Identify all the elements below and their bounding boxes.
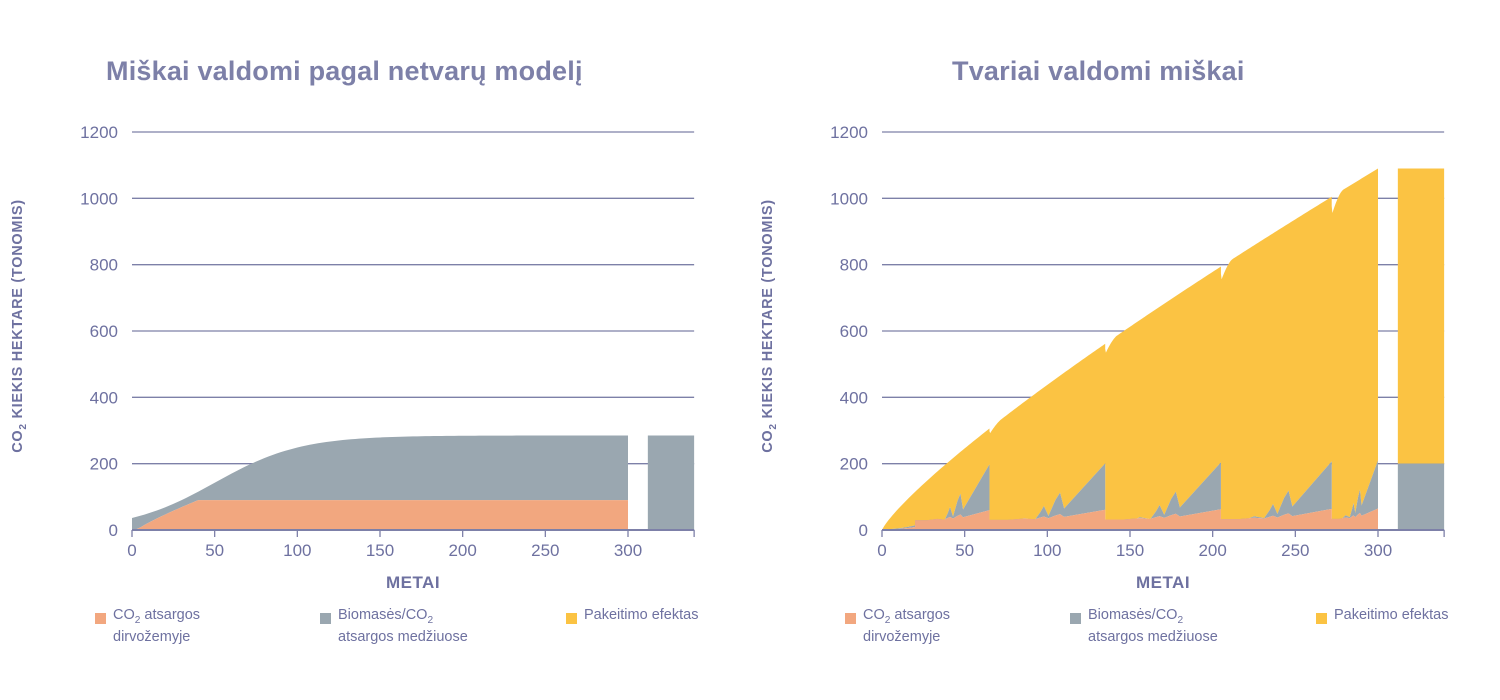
svg-text:150: 150 [366, 541, 394, 560]
svg-text:0: 0 [127, 541, 136, 560]
svg-text:0: 0 [859, 521, 868, 540]
svg-text:1200: 1200 [830, 123, 868, 142]
svg-text:50: 50 [955, 541, 974, 560]
svg-text:400: 400 [90, 388, 118, 407]
svg-text:300: 300 [1364, 541, 1392, 560]
svg-text:1200: 1200 [80, 123, 118, 142]
svg-text:600: 600 [90, 322, 118, 341]
svg-text:100: 100 [283, 541, 311, 560]
svg-text:250: 250 [531, 541, 559, 560]
svg-text:100: 100 [1033, 541, 1061, 560]
svg-text:200: 200 [448, 541, 476, 560]
svg-text:150: 150 [1116, 541, 1144, 560]
svg-text:400: 400 [840, 388, 868, 407]
svg-text:200: 200 [1198, 541, 1226, 560]
svg-text:800: 800 [840, 256, 868, 275]
svg-text:800: 800 [90, 256, 118, 275]
svg-text:250: 250 [1281, 541, 1309, 560]
svg-text:200: 200 [840, 455, 868, 474]
svg-text:50: 50 [205, 541, 224, 560]
svg-text:0: 0 [109, 521, 118, 540]
svg-text:200: 200 [90, 455, 118, 474]
svg-text:0: 0 [877, 541, 886, 560]
svg-text:1000: 1000 [830, 189, 868, 208]
svg-text:1000: 1000 [80, 189, 118, 208]
svg-text:600: 600 [840, 322, 868, 341]
svg-text:300: 300 [614, 541, 642, 560]
